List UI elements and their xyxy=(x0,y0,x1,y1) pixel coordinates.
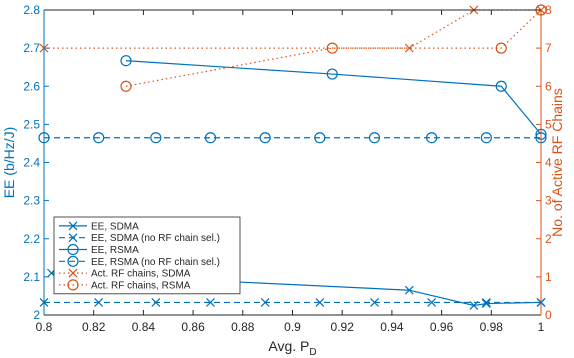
data-point xyxy=(120,80,132,92)
data-point xyxy=(151,297,161,307)
data-point xyxy=(206,297,215,307)
data-point xyxy=(150,132,162,144)
data-point xyxy=(120,55,132,67)
y-right-tick-label: 5 xyxy=(545,117,552,131)
legend-item: Act. RF chains, RSMA xyxy=(59,279,191,291)
legend-marker xyxy=(67,243,79,256)
x-tick-label: 0.98 xyxy=(480,320,504,334)
x-tick-label: 0.88 xyxy=(231,320,255,334)
x-tick-label: 0.9 xyxy=(284,320,301,334)
y-right-tick-label: 2 xyxy=(545,232,552,246)
y-right-tick-label: 3 xyxy=(545,194,552,208)
y-left-tick-label: 2.1 xyxy=(23,270,40,284)
x-tick-label: 0.84 xyxy=(132,320,156,334)
data-point xyxy=(480,132,492,144)
data-point xyxy=(370,297,379,307)
axes-frame xyxy=(43,9,542,316)
data-point xyxy=(495,42,507,54)
series-line xyxy=(125,9,542,87)
legend-label: Act. RF chains, SDMA xyxy=(91,269,191,280)
x-tick-label: 0.82 xyxy=(82,320,106,334)
y-left-tick-label: 2.7 xyxy=(23,41,40,55)
y-left-tick-label: 2 xyxy=(33,308,40,322)
legend-marker xyxy=(67,255,79,267)
y-right-tick-label: 0 xyxy=(545,308,552,322)
x-tick-label: 1 xyxy=(538,320,545,334)
x-tick-label: 0.94 xyxy=(380,320,404,334)
data-point xyxy=(93,132,105,144)
legend-item: EE, SDMA xyxy=(59,221,139,232)
data-point xyxy=(94,297,104,307)
data-point xyxy=(259,132,271,144)
x-axis-label: Avg. PD xyxy=(268,338,316,358)
data-point xyxy=(426,132,438,144)
x-tick-label: 0.8 xyxy=(36,320,53,334)
legend-item: EE, RSMA xyxy=(59,243,139,256)
y-left-tick-label: 2.2 xyxy=(23,232,40,246)
data-point xyxy=(368,132,381,144)
x-tick-label: 0.96 xyxy=(430,320,454,334)
data-point xyxy=(427,297,437,307)
data-point xyxy=(315,297,325,307)
data-point xyxy=(326,68,338,80)
legend-item: EE, SDMA (no RF chain sel.) xyxy=(59,233,220,244)
y-axis-left-label: EE (b/Hz/J) xyxy=(1,127,17,199)
y-right-tick-label: 1 xyxy=(545,270,552,284)
y-right-tick-label: 6 xyxy=(545,79,552,93)
legend-label: EE, SDMA (no RF chain sel.) xyxy=(91,233,220,244)
legend-item: Act. RF chains, SDMA xyxy=(59,269,191,280)
y-left-tick-label: 2.6 xyxy=(23,79,40,93)
data-point xyxy=(495,80,507,92)
y-axis-right-label: No. of Active RF Chains xyxy=(549,88,565,237)
data-point xyxy=(260,297,270,307)
legend-label: EE, RSMA xyxy=(91,245,139,256)
legend-marker xyxy=(68,233,78,243)
data-point xyxy=(204,132,217,144)
legend-marker xyxy=(67,279,79,291)
x-tick-label: 0.92 xyxy=(331,320,355,334)
data-point xyxy=(314,132,326,144)
tick-labels: 0.8 0.82 0.84 0.86 0.88 0.9 0.92 0.94 0.96 0.98 1 2… xyxy=(23,3,552,334)
data-point xyxy=(404,285,414,295)
data-point xyxy=(404,43,414,53)
y-right-tick-label: 8 xyxy=(545,3,552,17)
data-point xyxy=(326,42,338,54)
legend-label: EE, RSMA (no RF chain sel.) xyxy=(91,257,220,268)
y-left-tick-label: 2.4 xyxy=(23,156,40,170)
x-tick-label: 0.86 xyxy=(181,320,205,334)
data-point xyxy=(481,299,491,308)
y-left-tick-label: 2.3 xyxy=(23,194,40,208)
legend-box xyxy=(53,216,241,295)
legend-label: EE, SDMA xyxy=(91,221,139,232)
legend-item: EE, RSMA (no RF chain sel.) xyxy=(59,255,220,268)
legend-label: Act. RF chains, RSMA xyxy=(91,280,191,291)
legend-marker xyxy=(68,268,78,278)
legend-marker xyxy=(68,221,78,231)
data-point xyxy=(481,297,491,307)
y-right-tick-label: 4 xyxy=(545,156,552,170)
y-right-tick-label: 7 xyxy=(545,41,552,55)
y-left-tick-label: 2.8 xyxy=(23,3,40,17)
y-left-tick-label: 2.5 xyxy=(23,117,40,131)
